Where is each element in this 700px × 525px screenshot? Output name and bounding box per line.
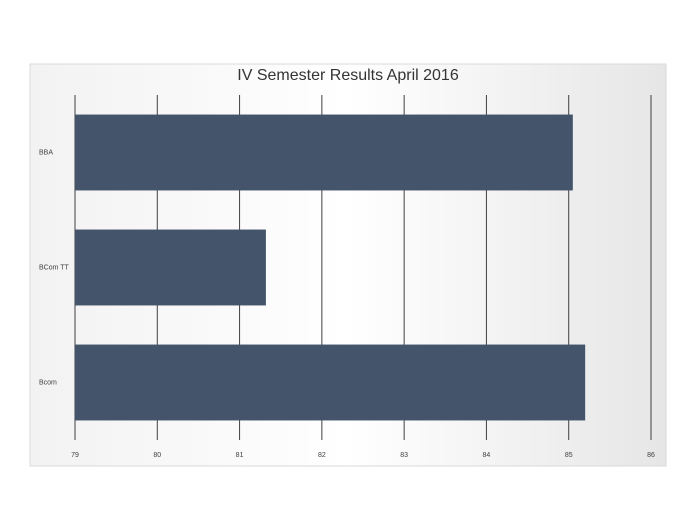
y-tick-label: Bcom xyxy=(39,379,57,386)
chart-title: IV Semester Results April 2016 xyxy=(237,67,459,84)
bar xyxy=(75,114,573,191)
x-tick-label: 83 xyxy=(400,452,408,459)
y-tick-label: BCom TT xyxy=(39,264,70,271)
x-tick-label: 79 xyxy=(71,452,79,459)
x-tick-label: 84 xyxy=(483,452,491,459)
x-tick-label: 81 xyxy=(236,452,244,459)
bar xyxy=(75,229,266,306)
x-tick-label: 85 xyxy=(565,452,573,459)
x-tick-label: 82 xyxy=(318,452,326,459)
x-tick-label: 86 xyxy=(647,452,655,459)
bar xyxy=(75,344,586,421)
x-tick-label: 80 xyxy=(153,452,161,459)
y-tick-label: BBA xyxy=(39,149,53,156)
